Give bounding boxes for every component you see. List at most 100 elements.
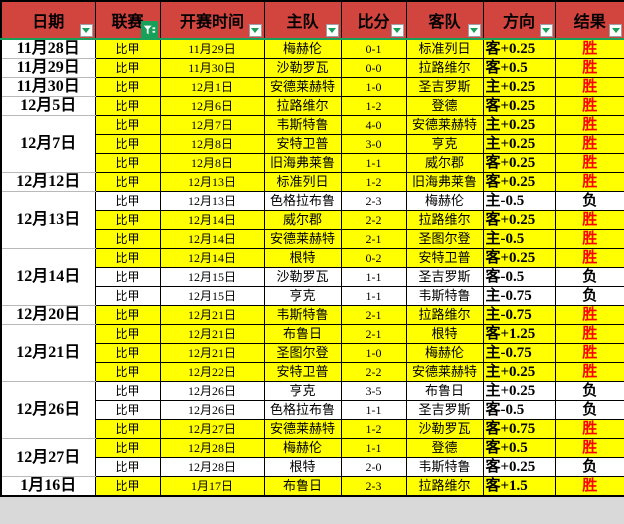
home-team-cell[interactable]: 色格拉布鲁 — [263, 400, 342, 420]
date-cell[interactable]: 11月28日 — [0, 38, 96, 59]
score-cell[interactable]: 1-1 — [340, 153, 407, 173]
league-cell[interactable]: 比甲 — [94, 438, 161, 458]
away-team-cell[interactable]: 圣吉罗斯 — [405, 267, 484, 287]
away-team-cell[interactable]: 韦斯特鲁 — [405, 286, 484, 306]
score-cell[interactable]: 3-0 — [340, 134, 407, 154]
home-team-cell[interactable]: 圣图尔登 — [263, 343, 342, 363]
direction-cell[interactable]: 客+0.25 — [482, 96, 556, 116]
score-cell[interactable]: 2-0 — [340, 457, 407, 477]
result-cell[interactable]: 胜 — [554, 476, 624, 497]
date-cell[interactable]: 12月13日 — [0, 191, 96, 249]
away-team-cell[interactable]: 韦斯特鲁 — [405, 457, 484, 477]
score-cell[interactable]: 2-3 — [340, 191, 407, 211]
result-cell[interactable]: 胜 — [554, 343, 624, 363]
away-team-cell[interactable]: 安特卫普 — [405, 248, 484, 268]
score-cell[interactable]: 1-1 — [340, 438, 407, 458]
date-cell[interactable]: 12月14日 — [0, 248, 96, 306]
away-team-cell[interactable]: 亨克 — [405, 134, 484, 154]
score-cell[interactable]: 2-2 — [340, 210, 407, 230]
date-cell[interactable]: 12月26日 — [0, 381, 96, 439]
home-team-cell[interactable]: 沙勒罗瓦 — [263, 58, 342, 78]
result-cell[interactable]: 负 — [554, 286, 624, 306]
home-team-cell[interactable]: 韦斯特鲁 — [263, 115, 342, 135]
direction-cell[interactable]: 客+0.25 — [482, 210, 556, 230]
score-cell[interactable]: 2-3 — [340, 476, 407, 497]
league-cell[interactable]: 比甲 — [94, 286, 161, 306]
league-cell[interactable]: 比甲 — [94, 153, 161, 173]
kickoff-time-cell[interactable]: 11月30日 — [159, 58, 265, 78]
date-cell[interactable]: 12月20日 — [0, 305, 96, 325]
away-team-cell[interactable]: 安德莱赫特 — [405, 362, 484, 382]
league-cell[interactable]: 比甲 — [94, 115, 161, 135]
score-cell[interactable]: 0-0 — [340, 58, 407, 78]
column-header-league[interactable]: 联赛 — [94, 0, 161, 40]
date-cell[interactable]: 12月21日 — [0, 324, 96, 382]
score-cell[interactable]: 1-2 — [340, 96, 407, 116]
home-team-cell[interactable]: 安特卫普 — [263, 134, 342, 154]
league-cell[interactable]: 比甲 — [94, 210, 161, 230]
direction-cell[interactable]: 客+0.25 — [482, 248, 556, 268]
kickoff-time-cell[interactable]: 12月21日 — [159, 343, 265, 363]
away-team-cell[interactable]: 拉路维尔 — [405, 210, 484, 230]
date-cell[interactable]: 12月27日 — [0, 438, 96, 477]
home-team-cell[interactable]: 标准列日 — [263, 172, 342, 192]
home-team-cell[interactable]: 亨克 — [263, 381, 342, 401]
away-team-cell[interactable]: 圣吉罗斯 — [405, 400, 484, 420]
direction-cell[interactable]: 主+0.25 — [482, 362, 556, 382]
league-cell[interactable]: 比甲 — [94, 381, 161, 401]
away-team-cell[interactable]: 拉路维尔 — [405, 476, 484, 497]
away-team-cell[interactable]: 圣图尔登 — [405, 229, 484, 249]
date-cell[interactable]: 12月7日 — [0, 115, 96, 173]
kickoff-time-cell[interactable]: 12月28日 — [159, 457, 265, 477]
kickoff-time-cell[interactable]: 12月27日 — [159, 419, 265, 439]
score-cell[interactable]: 0-1 — [340, 38, 407, 59]
filter-dropdown-icon[interactable] — [539, 24, 553, 37]
kickoff-time-cell[interactable]: 12月6日 — [159, 96, 265, 116]
score-cell[interactable]: 2-1 — [340, 305, 407, 325]
away-team-cell[interactable]: 标准列日 — [405, 38, 484, 59]
away-team-cell[interactable]: 根特 — [405, 324, 484, 344]
away-team-cell[interactable]: 安德莱赫特 — [405, 115, 484, 135]
away-team-cell[interactable]: 登德 — [405, 96, 484, 116]
direction-cell[interactable]: 客+0.75 — [482, 419, 556, 439]
league-cell[interactable]: 比甲 — [94, 400, 161, 420]
kickoff-time-cell[interactable]: 12月13日 — [159, 172, 265, 192]
score-cell[interactable]: 1-0 — [340, 343, 407, 363]
active-filter-funnel-icon[interactable] — [140, 21, 158, 37]
result-cell[interactable]: 负 — [554, 267, 624, 287]
column-header-home-team[interactable]: 主队 — [263, 0, 342, 40]
score-cell[interactable]: 0-2 — [340, 248, 407, 268]
direction-cell[interactable]: 客+0.25 — [482, 153, 556, 173]
away-team-cell[interactable]: 沙勒罗瓦 — [405, 419, 484, 439]
date-cell[interactable]: 12月12日 — [0, 172, 96, 192]
league-cell[interactable]: 比甲 — [94, 38, 161, 59]
league-cell[interactable]: 比甲 — [94, 134, 161, 154]
away-team-cell[interactable]: 登德 — [405, 438, 484, 458]
result-cell[interactable]: 胜 — [554, 77, 624, 97]
kickoff-time-cell[interactable]: 12月14日 — [159, 210, 265, 230]
score-cell[interactable]: 1-0 — [340, 77, 407, 97]
direction-cell[interactable]: 客+0.25 — [482, 172, 556, 192]
direction-cell[interactable]: 客+0.5 — [482, 58, 556, 78]
result-cell[interactable]: 负 — [554, 457, 624, 477]
result-cell[interactable]: 胜 — [554, 324, 624, 344]
away-team-cell[interactable]: 拉路维尔 — [405, 58, 484, 78]
home-team-cell[interactable]: 威尔郡 — [263, 210, 342, 230]
direction-cell[interactable]: 主-0.75 — [482, 305, 556, 325]
column-header-score[interactable]: 比分 — [340, 0, 407, 40]
kickoff-time-cell[interactable]: 12月21日 — [159, 324, 265, 344]
home-team-cell[interactable]: 安特卫普 — [263, 362, 342, 382]
league-cell[interactable]: 比甲 — [94, 191, 161, 211]
result-cell[interactable]: 胜 — [554, 438, 624, 458]
date-cell[interactable]: 1月16日 — [0, 476, 96, 497]
direction-cell[interactable]: 主+0.25 — [482, 77, 556, 97]
league-cell[interactable]: 比甲 — [94, 96, 161, 116]
direction-cell[interactable]: 主+0.25 — [482, 134, 556, 154]
filter-dropdown-icon[interactable] — [79, 24, 93, 37]
date-cell[interactable]: 12月5日 — [0, 96, 96, 116]
away-team-cell[interactable]: 梅赫伦 — [405, 191, 484, 211]
direction-cell[interactable]: 主-0.5 — [482, 191, 556, 211]
kickoff-time-cell[interactable]: 12月1日 — [159, 77, 265, 97]
kickoff-time-cell[interactable]: 12月8日 — [159, 153, 265, 173]
league-cell[interactable]: 比甲 — [94, 343, 161, 363]
